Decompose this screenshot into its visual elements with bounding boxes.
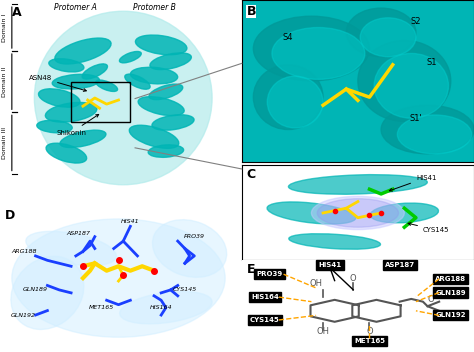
Ellipse shape xyxy=(253,16,370,81)
Text: MET165: MET165 xyxy=(354,338,385,344)
Ellipse shape xyxy=(130,67,178,84)
Ellipse shape xyxy=(374,54,448,118)
Text: E: E xyxy=(246,263,255,276)
Ellipse shape xyxy=(60,130,106,147)
Ellipse shape xyxy=(272,27,365,79)
Text: O: O xyxy=(428,295,434,304)
Text: HIS164: HIS164 xyxy=(150,305,173,310)
Bar xyxy=(71,82,130,122)
Text: S1: S1 xyxy=(427,58,438,67)
Ellipse shape xyxy=(288,175,428,194)
Ellipse shape xyxy=(26,231,117,266)
Text: CYS145: CYS145 xyxy=(173,287,197,293)
Ellipse shape xyxy=(267,202,356,224)
Text: ASP187: ASP187 xyxy=(66,231,90,236)
Text: PRO39: PRO39 xyxy=(184,234,205,239)
Text: S1': S1' xyxy=(410,114,422,124)
Text: Domain III: Domain III xyxy=(2,127,7,159)
Ellipse shape xyxy=(381,105,474,154)
Text: ASN48: ASN48 xyxy=(29,75,86,92)
Ellipse shape xyxy=(119,51,141,63)
Text: OH: OH xyxy=(310,279,323,288)
Text: GLN192: GLN192 xyxy=(436,312,466,319)
Text: ARG188: ARG188 xyxy=(11,249,36,254)
Ellipse shape xyxy=(125,74,150,89)
Ellipse shape xyxy=(370,203,438,223)
Ellipse shape xyxy=(35,11,212,185)
Text: HIS41: HIS41 xyxy=(389,175,437,191)
Ellipse shape xyxy=(150,53,191,70)
Text: GLN189: GLN189 xyxy=(23,287,48,293)
Text: Domain II: Domain II xyxy=(2,67,7,97)
Text: Protomer A: Protomer A xyxy=(55,3,97,12)
Text: GLN189: GLN189 xyxy=(436,289,466,296)
Text: B: B xyxy=(246,5,256,18)
Text: O: O xyxy=(366,327,373,336)
Text: CYS145: CYS145 xyxy=(250,317,280,323)
Text: MET165: MET165 xyxy=(89,305,115,310)
Text: D: D xyxy=(5,209,15,222)
Ellipse shape xyxy=(397,115,472,154)
Ellipse shape xyxy=(46,143,87,163)
Ellipse shape xyxy=(311,196,404,230)
Ellipse shape xyxy=(267,76,323,128)
Text: OH: OH xyxy=(317,327,329,336)
Text: C: C xyxy=(246,168,255,181)
Text: S2: S2 xyxy=(410,17,421,26)
Text: A: A xyxy=(12,6,21,19)
Ellipse shape xyxy=(120,291,212,324)
Ellipse shape xyxy=(358,40,451,121)
Ellipse shape xyxy=(49,59,84,72)
Ellipse shape xyxy=(96,80,118,92)
Text: ASP187: ASP187 xyxy=(384,262,415,268)
Ellipse shape xyxy=(138,97,184,116)
Text: GLN192: GLN192 xyxy=(11,313,36,318)
Ellipse shape xyxy=(317,199,399,227)
Text: HIS41: HIS41 xyxy=(319,262,342,268)
Ellipse shape xyxy=(55,38,111,64)
Ellipse shape xyxy=(82,64,108,79)
Ellipse shape xyxy=(346,8,416,57)
Ellipse shape xyxy=(11,256,84,329)
Ellipse shape xyxy=(37,120,72,133)
Ellipse shape xyxy=(52,74,100,89)
Ellipse shape xyxy=(46,102,97,122)
Ellipse shape xyxy=(38,89,80,107)
Text: ARG188: ARG188 xyxy=(435,276,466,282)
Text: Domain I: Domain I xyxy=(2,13,7,42)
Text: S4: S4 xyxy=(283,33,293,43)
Text: CYS145: CYS145 xyxy=(408,222,449,233)
Text: HIS164: HIS164 xyxy=(251,294,279,300)
Ellipse shape xyxy=(152,115,194,130)
Ellipse shape xyxy=(289,234,381,249)
Ellipse shape xyxy=(136,35,187,55)
Ellipse shape xyxy=(253,65,323,130)
Ellipse shape xyxy=(12,219,225,337)
Ellipse shape xyxy=(153,220,227,277)
Text: HIS41: HIS41 xyxy=(121,219,140,225)
Ellipse shape xyxy=(360,18,416,57)
Ellipse shape xyxy=(148,145,183,157)
Text: PRO39: PRO39 xyxy=(256,271,283,277)
Text: Shikonin: Shikonin xyxy=(56,114,99,136)
Text: Protomer B: Protomer B xyxy=(133,3,175,12)
Text: O: O xyxy=(350,274,356,283)
Ellipse shape xyxy=(129,125,179,148)
Ellipse shape xyxy=(149,84,183,100)
